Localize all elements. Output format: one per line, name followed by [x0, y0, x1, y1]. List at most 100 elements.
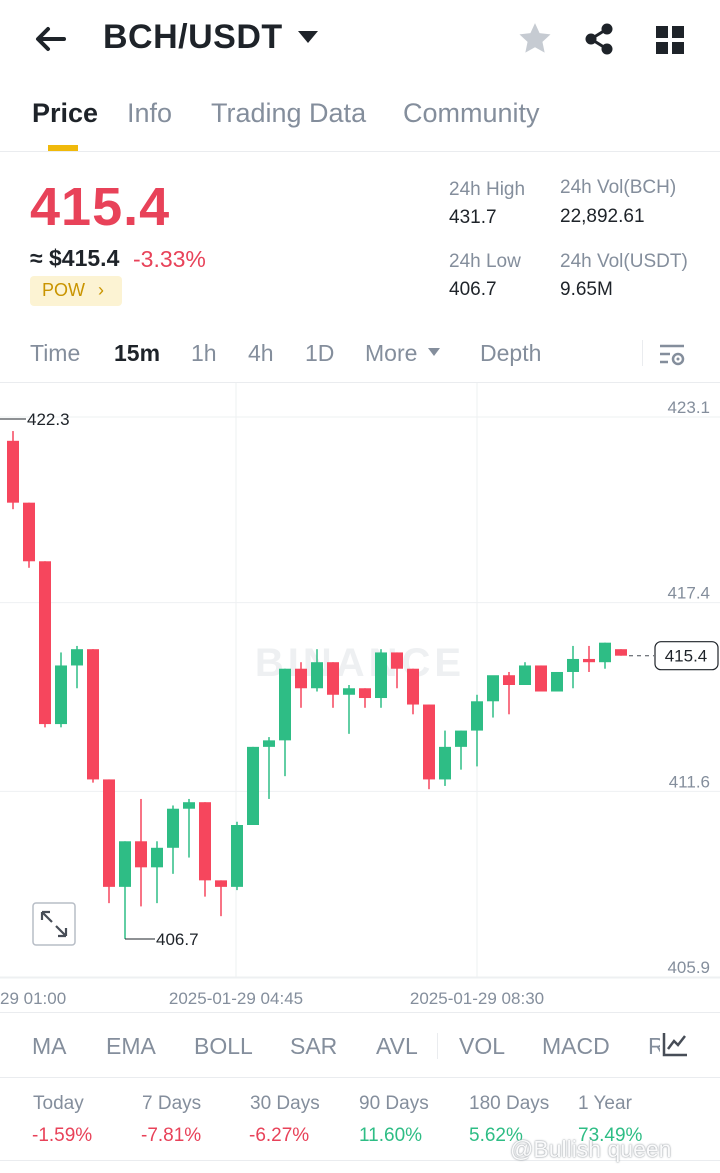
- tab-community[interactable]: Community: [403, 98, 540, 128]
- divider: [0, 1160, 720, 1161]
- candle-body: [39, 561, 51, 725]
- candle-body: [263, 740, 275, 747]
- perf-value-7d: -7.81%: [141, 1125, 202, 1146]
- candle-body: [407, 668, 419, 705]
- vol-base-label: 24h Vol(BCH): [560, 177, 677, 198]
- last-price-label: 415.4: [665, 647, 708, 666]
- back-arrow-icon[interactable]: [30, 20, 70, 60]
- interval-15m[interactable]: 15m: [114, 340, 161, 366]
- depth-tab[interactable]: Depth: [480, 340, 542, 366]
- indicator-sar[interactable]: SAR: [290, 1033, 338, 1059]
- candle-body: [519, 665, 531, 685]
- candle-body: [103, 779, 115, 887]
- top-bar: BCH/USDT: [0, 0, 720, 80]
- candle-body: [375, 652, 387, 699]
- divider: [642, 340, 643, 366]
- chevron-right-icon: ›: [98, 280, 104, 300]
- candle-body: [55, 665, 67, 725]
- divider: [437, 1033, 438, 1059]
- candle-body: [455, 730, 467, 747]
- low-value: 406.7: [449, 279, 497, 300]
- time-axis-label: 29 01:00: [0, 989, 66, 1008]
- caret-down-icon[interactable]: [428, 348, 440, 356]
- watermark-text: @Bullish queen: [510, 1136, 672, 1162]
- vol-quote-label: 24h Vol(USDT): [560, 251, 688, 272]
- pow-tag[interactable]: POW ›: [30, 276, 122, 306]
- tab-price[interactable]: Price: [32, 98, 99, 128]
- fiat-price: ≈ $415.4: [30, 245, 120, 271]
- tab-trading-data[interactable]: Trading Data: [211, 98, 367, 128]
- candle-body: [199, 802, 211, 881]
- candle-body: [87, 649, 99, 780]
- indicator-avl[interactable]: AVL: [376, 1033, 418, 1059]
- candle-body: [295, 668, 307, 689]
- high-value: 431.7: [449, 207, 497, 228]
- price-axis-label: 411.6: [669, 772, 710, 791]
- time-axis-label: 2025-01-29 04:45: [169, 989, 303, 1008]
- candle-body: [583, 658, 595, 663]
- grid-icon[interactable]: [652, 22, 688, 58]
- candle-body: [23, 502, 35, 562]
- chart-settings-icon[interactable]: [656, 338, 688, 370]
- candle-body: [551, 671, 563, 692]
- perf-value-today: -1.59%: [32, 1125, 93, 1146]
- price-axis-label: 405.9: [667, 958, 710, 977]
- price-change: -3.33%: [133, 246, 206, 272]
- perf-value-1y: 73.49%: [578, 1125, 643, 1146]
- interval-1h[interactable]: 1h: [191, 340, 217, 366]
- candle-body: [599, 642, 611, 663]
- candle-body: [135, 841, 147, 868]
- interval-more[interactable]: More: [365, 340, 418, 366]
- time-axis-label: 2025-01-29 08:30: [410, 989, 544, 1008]
- interval-4h[interactable]: 4h: [248, 340, 274, 366]
- candle-body: [439, 746, 451, 780]
- price-axis-label: 423.1: [667, 398, 710, 417]
- indicator-boll[interactable]: BOLL: [194, 1033, 253, 1059]
- candle-body: [423, 704, 435, 780]
- price-axis-label: 417.4: [667, 584, 710, 603]
- candle-body: [231, 825, 243, 887]
- interval-1d[interactable]: 1D: [305, 340, 335, 366]
- pair-title[interactable]: BCH/USDT: [103, 18, 283, 56]
- perf-label-180d: 180 Days: [469, 1093, 550, 1114]
- perf-label-30d: 30 Days: [250, 1093, 320, 1114]
- candle-body: [71, 649, 83, 666]
- star-icon[interactable]: [516, 20, 554, 58]
- candle-body: [567, 658, 579, 672]
- candle-body: [359, 688, 371, 699]
- candle-body: [535, 665, 547, 692]
- interval-time[interactable]: Time: [30, 340, 81, 366]
- share-icon[interactable]: [580, 20, 618, 58]
- candle-body: [119, 841, 131, 887]
- perf-value-30d: -6.27%: [249, 1125, 310, 1146]
- indicator-bar: MA EMA BOLL SAR AVL VOL MACD R: [0, 1012, 720, 1078]
- indicator-macd[interactable]: MACD: [542, 1033, 610, 1059]
- last-price: 415.4: [30, 177, 171, 237]
- high-marker-label: 422.3: [27, 410, 70, 429]
- perf-label-7d: 7 Days: [142, 1093, 202, 1114]
- expand-icon[interactable]: [32, 902, 76, 946]
- price-chart[interactable]: BINANCE 423.1 417.4 411.6 405.9 29 01:00 2025…: [0, 382, 720, 1012]
- candle-body: [391, 652, 403, 669]
- high-label: 24h High: [449, 179, 526, 200]
- candle-body: [327, 662, 339, 695]
- last-price-box: [654, 641, 719, 671]
- active-tab-indicator: [48, 145, 78, 151]
- candle-body: [343, 688, 355, 695]
- candle-body: [151, 847, 163, 868]
- tab-info[interactable]: Info: [127, 98, 173, 128]
- candle-body: [487, 675, 499, 702]
- caret-down-icon[interactable]: [298, 31, 318, 43]
- perf-label-today: Today: [33, 1093, 84, 1114]
- perf-value-180d: 5.62%: [469, 1125, 523, 1146]
- candle-body: [183, 802, 195, 809]
- indicator-vol[interactable]: VOL: [459, 1033, 506, 1059]
- indicator-ma[interactable]: MA: [32, 1033, 67, 1059]
- perf-label-90d: 90 Days: [359, 1093, 429, 1114]
- page-tabs: Price Info Trading Data Community: [0, 92, 720, 152]
- indicator-settings-icon[interactable]: [660, 1029, 690, 1059]
- candle-body: [471, 701, 483, 731]
- indicator-ema[interactable]: EMA: [106, 1033, 156, 1059]
- perf-value-90d: 11.60%: [359, 1125, 423, 1146]
